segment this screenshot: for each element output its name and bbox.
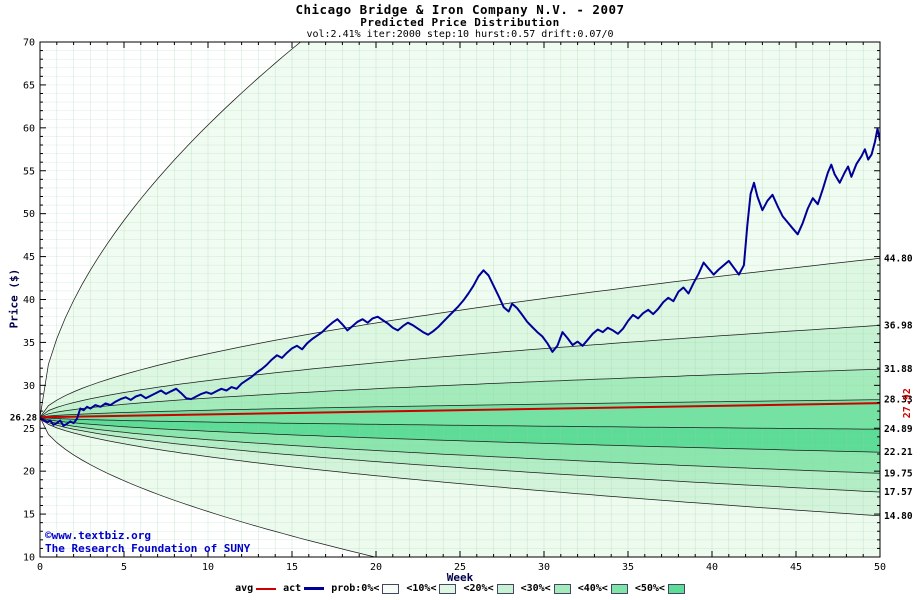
x-tick-label: 0: [37, 562, 43, 573]
x-tick-label: 50: [874, 562, 886, 573]
legend-line-sample: [304, 587, 325, 590]
x-tick-label: 30: [538, 562, 550, 573]
watermark-url[interactable]: ©www.textbiz.org: [45, 529, 151, 542]
legend-item-prob-0: prob:0%<: [331, 583, 400, 594]
legend-swatch: [439, 583, 457, 594]
percentile-end-label: 36.98: [884, 320, 913, 331]
x-tick-label: 35: [622, 562, 634, 573]
legend-swatch: [667, 583, 685, 594]
legend-item-act: act: [283, 583, 325, 594]
y-tick-label: 65: [23, 80, 35, 91]
actual-price-line: [40, 127, 880, 427]
chart-subtitle: Predicted Price Distribution: [360, 16, 560, 29]
legend-label: avg: [235, 583, 254, 594]
y-tick-label: 70: [23, 38, 35, 49]
y-tick-label: 10: [23, 553, 35, 564]
percentile-end-label: 28.33: [884, 395, 913, 406]
grid: [40, 42, 880, 557]
y-tick-label: 40: [23, 295, 35, 306]
legend-line-sample: [256, 587, 277, 590]
x-tick-label: 40: [706, 562, 718, 573]
y-tick-label: 55: [23, 166, 35, 177]
x-tick-label: 25: [454, 562, 466, 573]
legend-label: <20%<: [463, 583, 494, 594]
legend-swatch: [382, 583, 400, 594]
y-tick-label: 60: [23, 123, 35, 134]
percentile-end-label: 31.88: [884, 364, 913, 375]
legend-item-50: <50%<: [635, 583, 685, 594]
legend-swatch: [610, 583, 628, 594]
y-tick-label: 30: [23, 381, 35, 392]
x-axis-label: Week: [446, 571, 474, 584]
avg-line: [39, 402, 881, 419]
x-tick-label: 5: [121, 562, 127, 573]
y-tick-label: 20: [23, 467, 35, 478]
chart-title: Chicago Bridge & Iron Company N.V. - 200…: [295, 2, 625, 17]
start-price-label: 26.28: [10, 413, 37, 423]
legend-item-avg: avg: [235, 583, 277, 594]
legend-item-30: <30%<: [521, 583, 571, 594]
legend-item-40: <40%<: [578, 583, 628, 594]
legend-label: <50%<: [634, 583, 665, 594]
percentile-end-label: 17.57: [884, 487, 913, 498]
percentile-labels: 44.80 36.98 31.88 28.33 24.89 22.21 19.75 17.57…: [884, 253, 913, 522]
y-tick-label: 50: [23, 209, 35, 220]
chart-simulation-params: vol:2.41% iter:2000 step:10 hurst:0.57 d…: [306, 29, 614, 40]
percentile-end-label: 14.80: [884, 511, 913, 522]
percentile-curves: [40, 42, 880, 557]
legend-swatch: [496, 583, 514, 594]
avg-end-label: 27.92: [902, 388, 913, 418]
legend-label: <10%<: [406, 583, 437, 594]
x-tick-label: 10: [202, 562, 214, 573]
x-tick-label: 15: [286, 562, 298, 573]
tick-labels: 0 5 10 15 20 25 30 35 40 45 50 10 15 20 25 30 35 40 45 50 55…: [23, 38, 886, 574]
percentile-end-label: 19.75: [884, 468, 913, 479]
x-tick-label: 45: [790, 562, 802, 573]
percentile-end-label: 44.80: [884, 253, 913, 264]
chart-legend: avg act prob:0%< <10%< <20%< <30%< <40%< <50%<: [0, 583, 920, 594]
legend-item-20: <20%<: [463, 583, 514, 594]
percentile-end-label: 24.89: [884, 424, 913, 435]
percentile-end-label: 22.21: [884, 447, 913, 458]
y-tick-label: 15: [23, 510, 35, 521]
legend-label: prob:0%<: [331, 583, 380, 594]
x-tick-label: 20: [370, 562, 382, 573]
y-tick-label: 25: [23, 424, 35, 435]
y-tick-label: 45: [23, 252, 35, 263]
legend-label: act: [283, 583, 302, 594]
y-tick-label: 35: [23, 338, 35, 349]
axis-ticks: [39, 41, 881, 558]
legend-item-10: <10%<: [406, 583, 457, 594]
legend-label: <30%<: [520, 583, 551, 594]
watermark-org: The Research Foundation of SUNY: [45, 542, 251, 555]
legend-label: <40%<: [577, 583, 608, 594]
y-axis-label: Price ($): [7, 268, 21, 329]
legend-swatch: [553, 583, 571, 594]
